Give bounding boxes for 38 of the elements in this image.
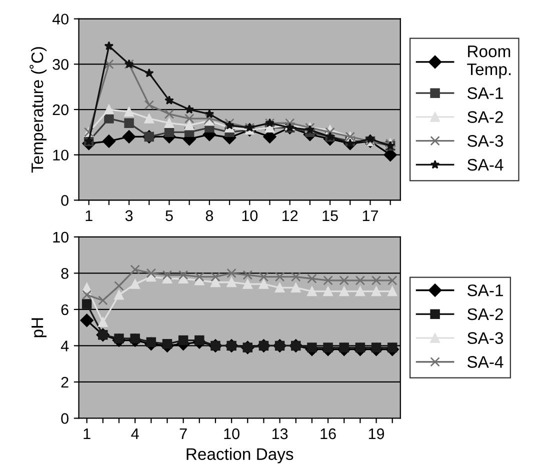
legend-label: SA-4: [467, 356, 504, 368]
x-tick-label: 15: [322, 210, 338, 222]
y-tick-label: 20: [52, 104, 68, 116]
legend-label: Room Temp.: [467, 46, 511, 79]
x-tick-label: 8: [206, 210, 214, 222]
x-tick-label: 3: [125, 210, 133, 222]
legend-label: SA-4: [467, 158, 504, 171]
x-tick-label: 10: [224, 428, 240, 440]
legend-label: SA-2: [467, 308, 503, 320]
y-tick-label: 40: [52, 14, 68, 25]
y-tick-label: 0: [61, 413, 68, 424]
x-tick-label: 13: [272, 428, 288, 440]
x-tick-label: 12: [282, 210, 298, 221]
y-tick-label: 10: [53, 232, 68, 243]
x-tick-label: 10: [242, 210, 258, 222]
legend-label: SA-1: [467, 284, 503, 296]
y-axis-title: Temperature (˚C): [30, 47, 47, 173]
y-tick-label: 0: [61, 195, 68, 206]
x-tick-label: 1: [86, 210, 92, 221]
y-axis-title: pH: [32, 318, 47, 338]
x-tick-label: 16: [320, 428, 336, 440]
y-tick-label: 8: [61, 268, 68, 279]
x-tick-label: 7: [180, 428, 187, 440]
x-tick-label: 4: [131, 428, 139, 440]
x-tick-label: 1: [84, 428, 90, 440]
x-tick-label: 5: [166, 210, 173, 222]
legend-label: SA-3: [467, 135, 504, 147]
x-tick-label: 19: [368, 428, 384, 440]
legend-label: SA-2: [467, 111, 503, 123]
x-axis-title: Reaction Days: [186, 448, 294, 464]
x-tick-label: 17: [362, 210, 378, 221]
y-tick-label: 6: [61, 304, 68, 316]
y-tick-label: 10: [53, 150, 68, 161]
y-tick-label: 30: [52, 59, 68, 70]
legend-label: SA-3: [467, 332, 504, 344]
y-tick-label: 2: [61, 376, 68, 388]
y-tick-label: 4: [60, 340, 69, 352]
legend-label: SA-1: [467, 87, 503, 100]
